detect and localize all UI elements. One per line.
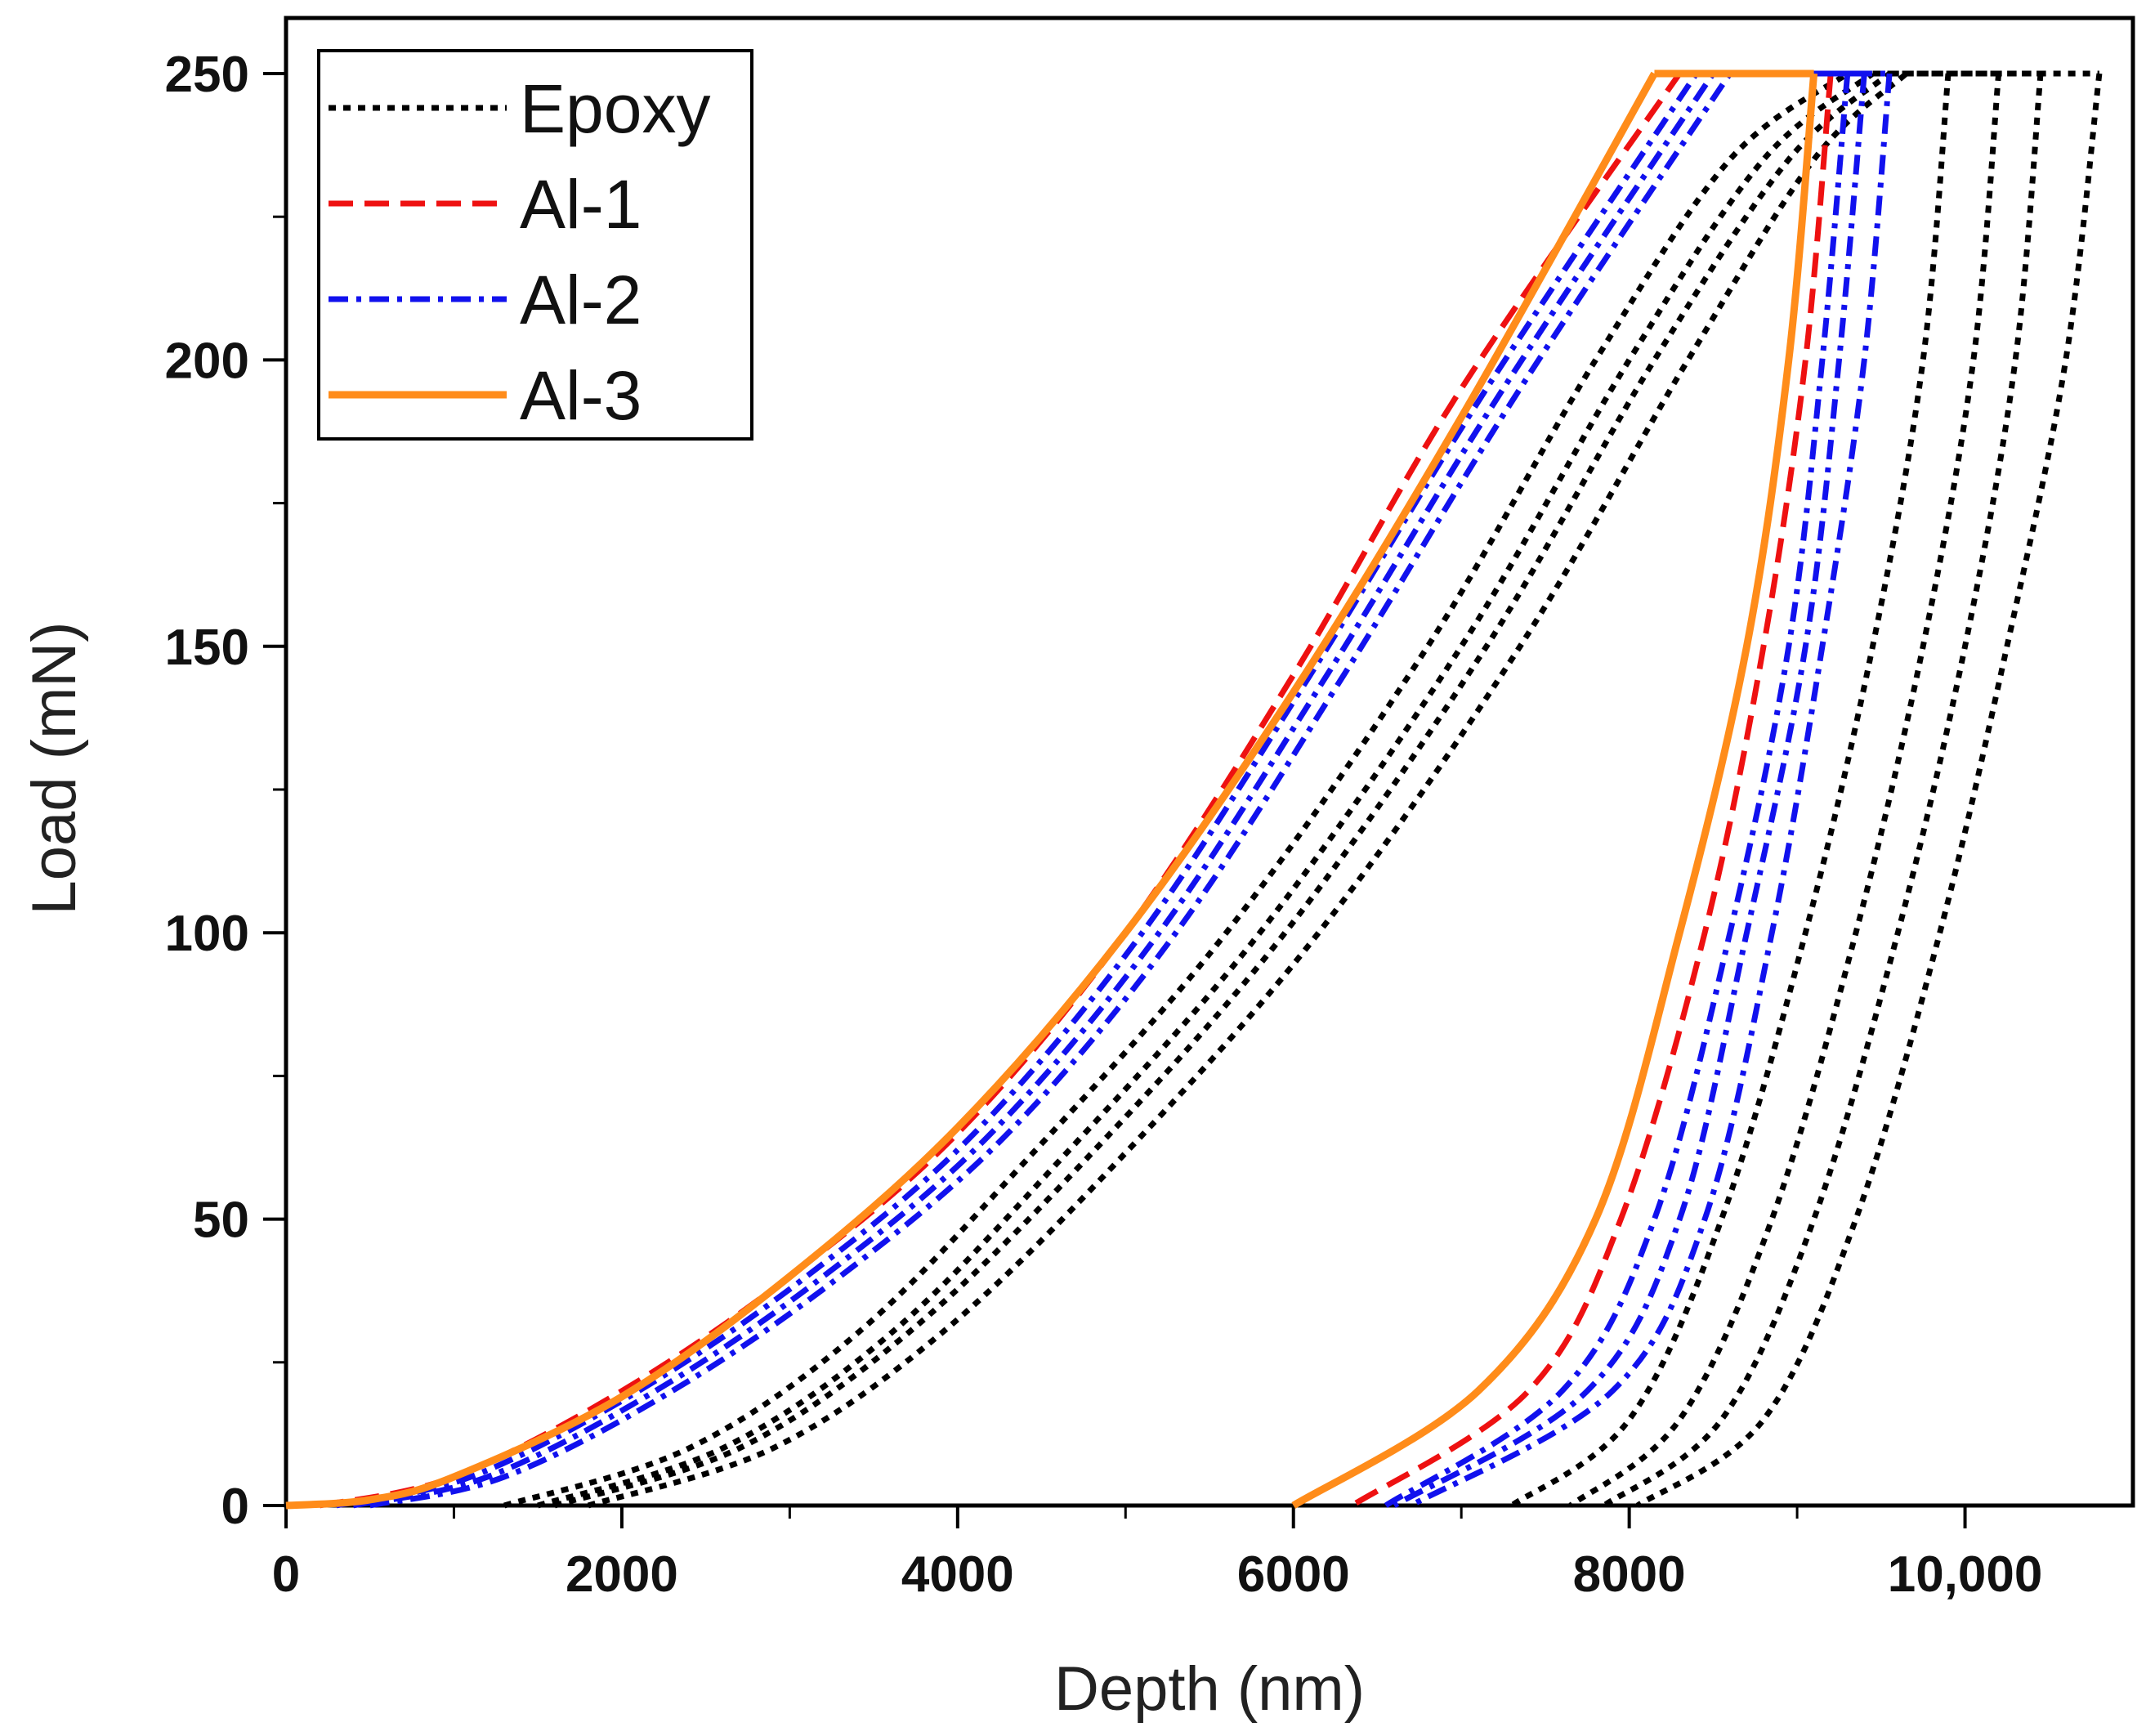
curve-epoxy-loading <box>503 71 1849 1509</box>
curve-al-2-unloading <box>1393 73 1867 1509</box>
curve-al-3-unloading <box>1291 73 1818 1509</box>
curve-al-2-unloading <box>1409 73 1893 1509</box>
curve-al-2-loading <box>352 72 1716 1509</box>
series-layer <box>285 69 2103 1510</box>
curve-epoxy-loading <box>553 71 1892 1509</box>
y-tick-label: 100 <box>165 906 249 962</box>
y-tick-label: 50 <box>193 1192 249 1249</box>
x-axis-title: Depth (nm) <box>1054 1654 1365 1724</box>
curve-al-3-loading <box>285 71 1658 1510</box>
x-tick-label: 0 <box>272 1546 300 1603</box>
y-tick-label: 200 <box>165 333 249 389</box>
legend: Epoxy Al-1 Al-2 Al-3 <box>317 49 753 441</box>
curve-epoxy-unloading <box>1602 73 2044 1508</box>
legend-box <box>317 49 753 441</box>
axis-ticks <box>263 72 1967 1528</box>
y-axis-title: Load (mN) <box>20 622 89 915</box>
legend-label-epoxy: Epoxy <box>520 70 710 147</box>
legend-label-al-1: Al-1 <box>520 166 642 243</box>
legend-label-al-3: Al-3 <box>520 357 642 434</box>
curve-al-1-loading <box>319 72 1683 1509</box>
curve-al-2-loading <box>369 72 1732 1509</box>
curve-al-2-unloading <box>1384 73 1851 1508</box>
x-tick-label: 8000 <box>1573 1546 1686 1603</box>
series-al-3 <box>285 69 1818 1510</box>
curve-al-2-loading <box>335 72 1699 1509</box>
curve-epoxy-unloading <box>1635 73 2103 1508</box>
y-tick-label: 150 <box>165 620 249 676</box>
curve-epoxy-loading <box>587 71 1909 1509</box>
curve-epoxy-unloading <box>1568 73 2002 1508</box>
tick-labels: 0 2000 4000 6000 8000 10,000 0 50 100 150 200 250 <box>165 47 2043 1603</box>
series-al-2 <box>335 70 1893 1509</box>
y-tick-label: 0 <box>221 1479 249 1535</box>
series-epoxy <box>503 70 2103 1509</box>
x-tick-label: 6000 <box>1237 1546 1350 1603</box>
x-tick-label: 4000 <box>901 1546 1014 1603</box>
curve-epoxy-loading <box>537 71 1875 1509</box>
legend-label-al-2: Al-2 <box>520 262 642 338</box>
y-tick-label: 250 <box>165 47 249 103</box>
x-tick-label: 10,000 <box>1888 1546 2043 1603</box>
curve-epoxy-unloading <box>1509 73 1952 1508</box>
x-tick-label: 2000 <box>566 1546 678 1603</box>
